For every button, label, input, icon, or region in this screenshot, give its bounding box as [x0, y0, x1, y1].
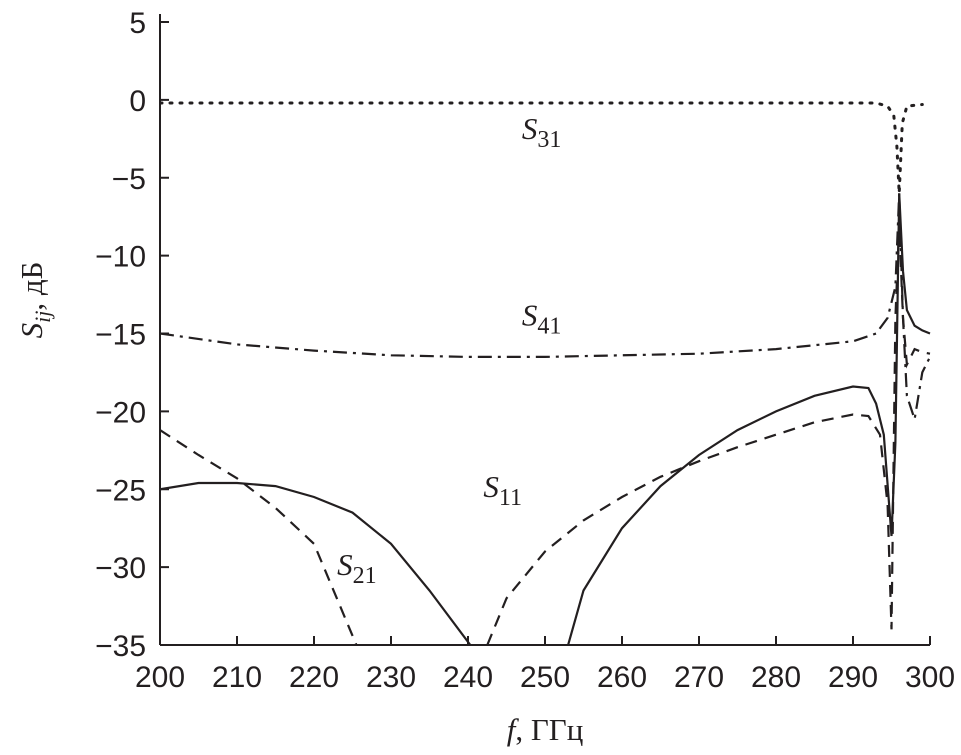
x-tick-label: 210: [212, 661, 262, 694]
x-tick-label: 260: [597, 661, 647, 694]
series-line: [160, 193, 931, 420]
x-tick-label: 300: [905, 661, 955, 694]
x-tick-label: 200: [135, 661, 185, 694]
x-tick-label: 240: [443, 661, 493, 694]
series-label: S11: [483, 469, 522, 511]
y-tick-label: −35: [95, 630, 146, 663]
y-tick-label: 5: [129, 7, 146, 40]
x-tick-label: 230: [366, 661, 416, 694]
series-label: S21: [337, 547, 377, 589]
x-tick-label: 280: [751, 661, 801, 694]
x-axis-label: f, ГГц: [507, 712, 584, 747]
series-label: S31: [522, 111, 562, 153]
y-tick-label: −25: [95, 474, 146, 507]
x-tick-label: 220: [289, 661, 339, 694]
x-tick-label: 250: [520, 661, 570, 694]
y-tick-label: −5: [112, 163, 146, 196]
plot-area: [160, 101, 931, 646]
axes: −35 −30 −25 −20 −15 −10 −5 0 5 200 210 220 230 240 250…: [95, 7, 955, 694]
x-tick-label: 290: [828, 661, 878, 694]
x-tick-label: 270: [674, 661, 724, 694]
y-tick-label: −30: [95, 552, 146, 585]
series-line: [160, 193, 931, 646]
y-tick-label: 0: [129, 85, 146, 118]
series-label: S41: [522, 298, 562, 340]
y-axis-label: Sij, дБ: [14, 262, 55, 339]
y-tick-label: −10: [95, 241, 146, 274]
y-tick-label: −15: [95, 319, 146, 352]
series-line: [160, 224, 931, 646]
y-tick-label: −20: [95, 396, 146, 429]
